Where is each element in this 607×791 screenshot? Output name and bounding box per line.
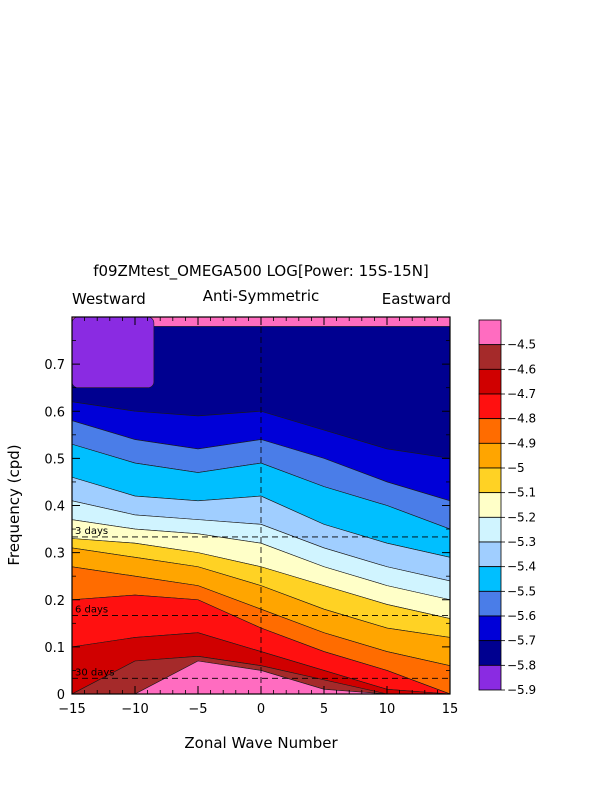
colorbar-label-14: −5.8 [507,658,536,672]
colorbar-label-5: −4.9 [507,436,536,450]
x-tick-label: −15 [58,702,85,717]
colorbar-swatch-3 [478,368,502,395]
colorbar-swatch-5 [478,418,502,444]
colorbar-label-11: −5.5 [507,584,536,598]
chart-subtitle: Anti-Symmetric [203,287,320,305]
x-tick-label: 10 [379,702,396,717]
colorbar-label-13: −5.7 [507,634,536,648]
colorbar-swatch-11 [478,566,502,592]
colorbar-swatch-4 [478,393,502,420]
colorbar-swatch-12 [478,590,502,617]
x-tick-label: −10 [121,702,148,717]
colorbar-label-7: −5.1 [507,486,536,500]
colorbar-swatch-13 [478,615,502,642]
y-tick-label: 0.2 [44,594,65,609]
colorbar-label-12: −5.6 [507,609,536,623]
colorbar: −4.5 −4.6 −4.7 −4.8 −4.9 −5 −5.1 −5.2 −5.3 −5.4 −5… [478,319,536,697]
contour-bands [72,317,450,694]
colorbar-swatch-15 [478,664,502,691]
axes: −15 −10 −5 0 5 10 15 0 0.1 0.2 0.3 0.4 0.5 0.6 0.7 [44,316,459,717]
x-tick-label: 0 [257,702,265,717]
colorbar-label-2: −4.6 [507,362,536,376]
westward-label: Westward [72,290,146,308]
colorbar-label-8: −5.2 [507,510,536,524]
colorbar-swatch-2 [478,344,502,370]
colorbar-label-3: −4.7 [507,387,536,401]
period-guides: 3 days 6 days 30 days [72,317,450,694]
colorbar-swatch-6 [478,442,502,469]
y-tick-label: 0.6 [44,405,65,420]
colorbar-label-9: −5.3 [507,535,536,549]
y-axis-label: Frequency (cpd) [5,444,23,565]
x-tick-label: 15 [442,702,459,717]
colorbar-swatch-1 [478,319,502,346]
chart-title: f09ZMtest_OMEGA500 LOG[Power: 15S-15N] [93,262,429,281]
y-tick-label: 0.5 [44,452,65,467]
colorbar-swatch-9 [478,516,502,543]
x-tick-label: −5 [188,702,207,717]
colorbar-label-10: −5.4 [507,560,536,574]
colorbar-label-4: −4.8 [507,412,536,426]
period-label-2: 6 days [75,604,108,615]
eastward-label: Eastward [382,290,451,308]
colorbar-swatch-7 [478,467,502,494]
colorbar-swatch-10 [478,541,502,568]
y-tick-label: 0 [57,688,65,703]
y-tick-label: 0.7 [44,358,65,373]
colorbar-swatch-14 [478,640,502,666]
colorbar-label-1: −4.5 [507,338,536,352]
x-axis-label: Zonal Wave Number [184,734,338,752]
period-label-1: 3 days [75,526,108,537]
colorbar-swatch-8 [478,492,502,518]
y-tick-label: 0.4 [44,500,65,515]
y-tick-label: 0.1 [44,641,65,656]
x-tick-label: 5 [320,702,328,717]
lowest-power-patch [72,317,155,388]
colorbar-label-15: −5.9 [507,683,536,697]
period-label-3: 30 days [75,667,115,678]
colorbar-label-6: −5 [507,461,525,475]
y-tick-label: 0.3 [44,547,65,562]
